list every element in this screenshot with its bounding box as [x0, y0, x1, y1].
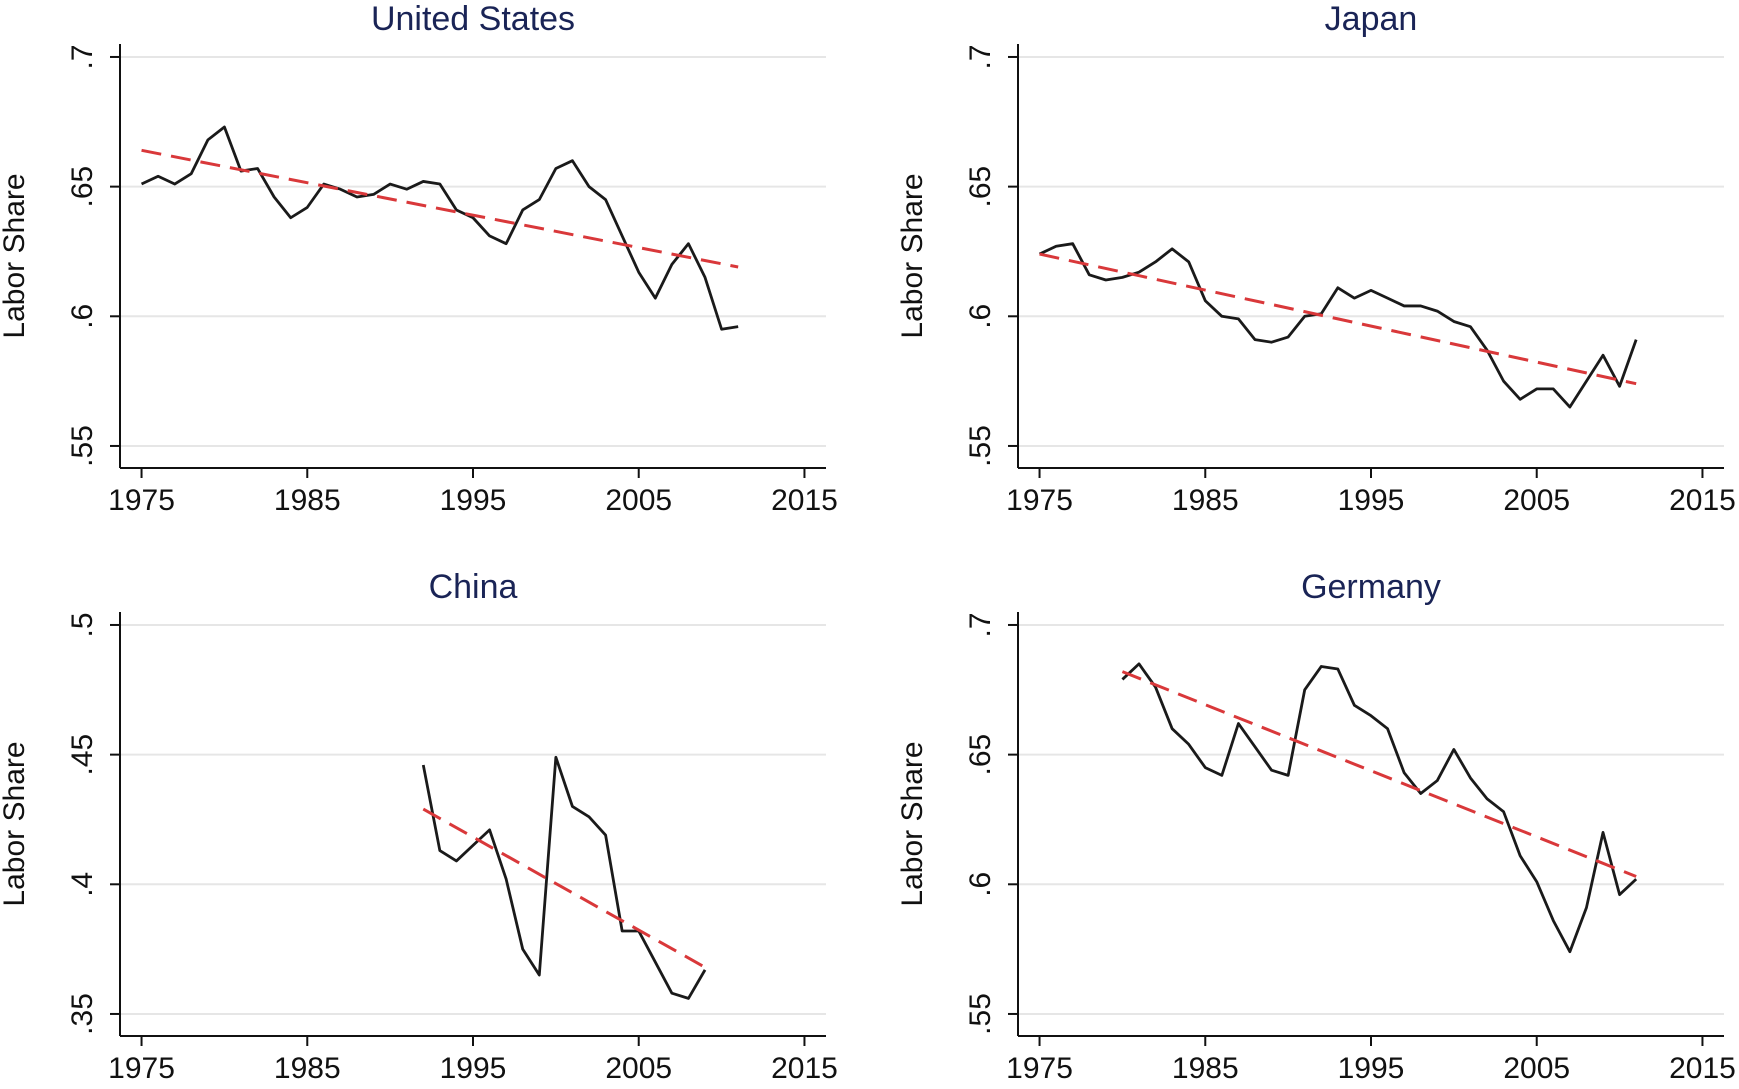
y-tick-label: .4	[66, 872, 99, 897]
x-tick-label: 1995	[1338, 1052, 1405, 1085]
y-tick-label: .55	[964, 425, 997, 467]
x-tick-label: 2015	[1669, 1052, 1736, 1085]
trend-line	[1121, 670, 1637, 878]
x-tick-label: 2005	[605, 484, 672, 517]
x-tick-label: 2005	[1503, 484, 1570, 517]
x-tick-label: 1995	[440, 1052, 507, 1085]
x-tick-label: 1995	[440, 484, 507, 517]
panel-title: United States	[371, 0, 575, 38]
x-tick-label: 2015	[771, 484, 838, 517]
y-tick-label: .6	[964, 304, 997, 329]
x-tick-label: 1995	[1338, 484, 1405, 517]
x-tick-label: 1975	[108, 1052, 175, 1085]
x-tick-label: 2005	[1503, 1052, 1570, 1085]
data-line	[421, 755, 707, 1000]
x-tick-label: 2015	[771, 1052, 838, 1085]
x-tick-label: 1975	[1006, 484, 1073, 517]
x-tick-label: 1975	[1006, 1052, 1073, 1085]
x-tick-label: 1985	[274, 484, 341, 517]
data-line	[140, 125, 739, 331]
panel: China Labor Share .35 .4 .45 .5 1975 1985 1995 20…	[0, 568, 838, 1085]
x-tick-label: 1985	[274, 1052, 341, 1085]
panel: Japan Labor Share .55 .6 .65 .7 1975 1985 1995 20…	[896, 0, 1736, 517]
panel-title: Japan	[1325, 0, 1418, 38]
y-tick-label: .65	[964, 166, 997, 208]
y-tick-label: .7	[964, 612, 997, 637]
panel: United States Labor Share .55 .6 .65 .7 1975 19…	[0, 0, 838, 517]
y-tick-label: .45	[66, 734, 99, 776]
x-tick-label: 2005	[605, 1052, 672, 1085]
y-tick-label: .6	[964, 872, 997, 897]
trend-line	[422, 807, 706, 969]
y-tick-label: .6	[66, 304, 99, 329]
y-axis-label: Labor Share	[896, 173, 929, 338]
y-tick-label: .65	[66, 166, 99, 208]
x-tick-label: 2015	[1669, 484, 1736, 517]
y-tick-label: .7	[964, 44, 997, 69]
y-axis-label: Labor Share	[896, 741, 929, 906]
y-tick-label: .5	[66, 612, 99, 637]
x-tick-label: 1975	[108, 484, 175, 517]
data-line	[1038, 242, 1638, 409]
panel: Germany Labor Share .55 .6 .65 .7 1975 1985 1995…	[896, 568, 1736, 1085]
panel-title: Germany	[1301, 568, 1441, 606]
y-tick-label: .55	[66, 425, 99, 467]
y-tick-label: .65	[964, 734, 997, 776]
x-tick-label: 1985	[1172, 484, 1239, 517]
y-tick-label: .7	[66, 44, 99, 69]
y-tick-label: .35	[66, 993, 99, 1035]
data-line	[1121, 662, 1638, 954]
panel-title: China	[429, 568, 518, 606]
trend-line	[1039, 252, 1637, 386]
y-axis-label: Labor Share	[0, 173, 31, 338]
y-axis-label: Labor Share	[0, 741, 31, 906]
y-tick-label: .55	[964, 993, 997, 1035]
trend-line	[141, 148, 739, 269]
x-tick-label: 1985	[1172, 1052, 1239, 1085]
